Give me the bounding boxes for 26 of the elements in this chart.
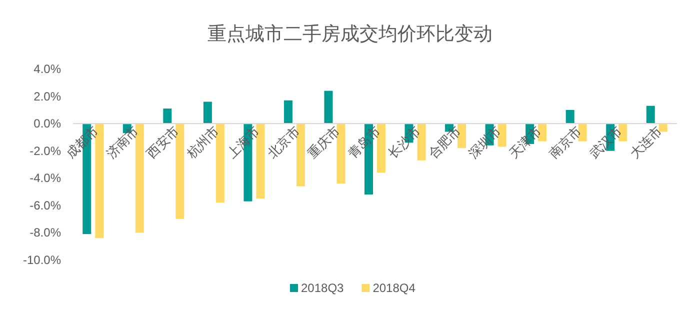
x-tick-label: 天津市 [506,123,544,162]
y-tick-label: -8.0% [30,226,62,240]
y-tick-label: -6.0% [30,198,62,212]
y-tick-label: -4.0% [30,171,62,186]
x-tick-label: 南京市 [546,123,584,162]
x-tick-label: 合肥市 [425,123,464,162]
y-tick-label: 0.0% [34,116,62,131]
x-tick-label: 长沙市 [385,123,424,162]
y-tick-label: 4.0% [34,62,62,76]
x-tick-label: 北京市 [264,123,303,162]
x-tick-label: 西安市 [144,123,182,162]
x-tick-label: 青岛市 [344,123,384,162]
title: 重点城市二手房成交均价环比变动 [208,24,492,45]
x-tick-label: 大连市 [626,123,665,162]
x-tick-label: 武汉市 [586,123,625,162]
legend-label: 2018Q3 [301,281,344,295]
x-tick-label: 成都市 [63,123,102,162]
y-tick-label: 2.0% [34,89,62,104]
y-tick-label: -10.0% [22,253,62,267]
x-tick-label: 重庆市 [304,123,343,162]
y-tick-label: -2.0% [30,144,62,158]
x-tick-label: 杭州市 [183,123,222,162]
x-tick-label: 上海市 [224,123,262,162]
x-tick-label: 深圳市 [466,123,504,162]
x-tick-label: 济南市 [103,123,142,162]
legend-label: 2018Q4 [372,281,416,295]
